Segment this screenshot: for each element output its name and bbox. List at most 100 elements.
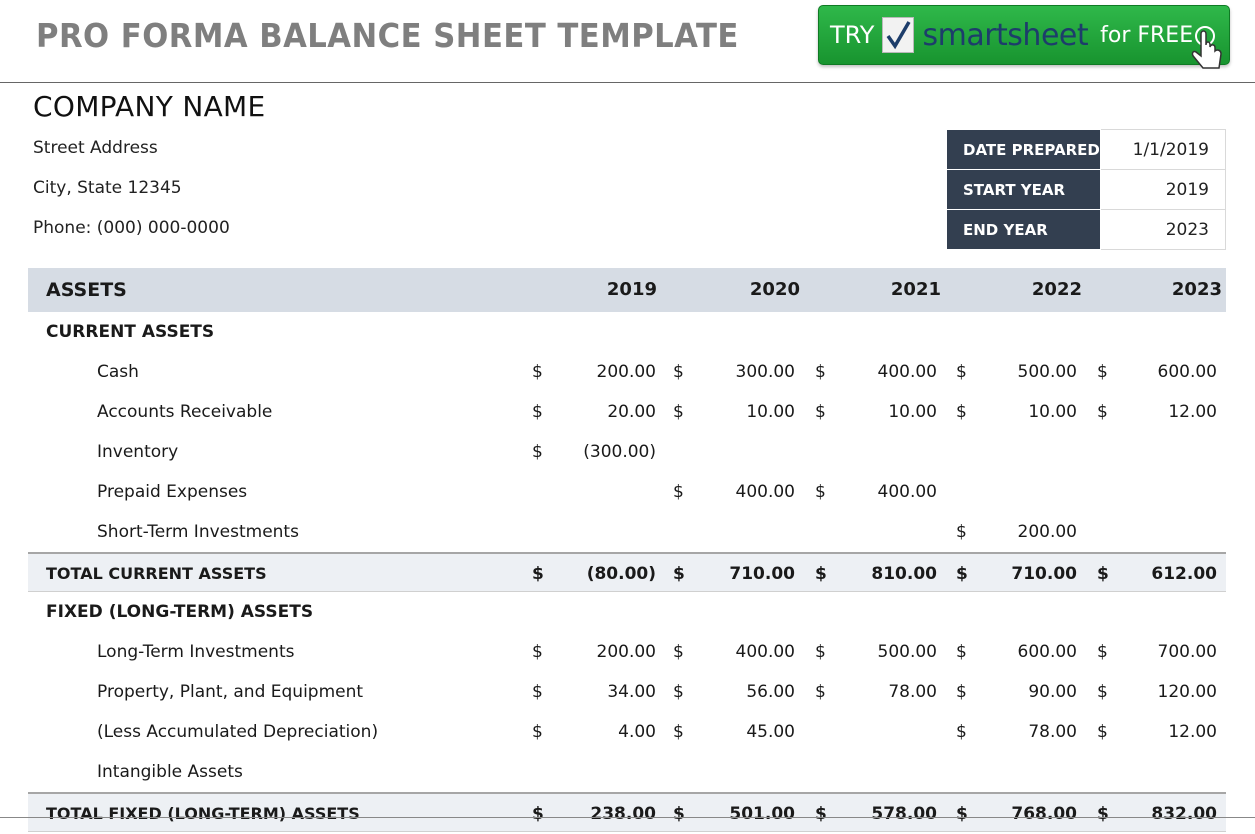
value-cell[interactable]: (80.00) <box>586 564 656 584</box>
checkmark-icon <box>882 17 915 53</box>
phone-number: Phone: (000) 000-0000 <box>33 218 230 238</box>
info-table: DATE PREPARED 1/1/2019 START YEAR 2019 E… <box>946 129 1227 250</box>
date-prepared-value[interactable]: 1/1/2019 <box>1099 129 1227 170</box>
currency-symbol: $ <box>673 682 684 702</box>
currency-symbol: $ <box>956 402 967 422</box>
assets-header-row: ASSETS 2019 2020 2021 2022 2023 <box>28 268 1226 312</box>
currency-symbol: $ <box>956 722 967 742</box>
currency-symbol: $ <box>956 682 967 702</box>
currency-symbol: $ <box>956 564 968 584</box>
currency-symbol: $ <box>673 804 685 824</box>
value-cell[interactable]: 501.00 <box>729 804 795 824</box>
line-item-row: Inventory $ (300.00) <box>28 432 1226 472</box>
currency-symbol: $ <box>1097 682 1108 702</box>
line-item-row: Prepaid Expenses $400.00 $400.00 <box>28 472 1226 512</box>
value-cell[interactable]: 200.00 <box>1017 522 1077 542</box>
value-cell[interactable]: 600.00 <box>1157 362 1217 382</box>
row-label: Property, Plant, and Equipment <box>97 682 364 702</box>
value-cell[interactable]: 78.00 <box>1028 722 1077 742</box>
value-cell[interactable]: 10.00 <box>746 402 795 422</box>
line-item-row: Short-Term Investments $200.00 <box>28 512 1226 552</box>
date-prepared-label: DATE PREPARED <box>946 129 1101 170</box>
currency-symbol: $ <box>956 522 967 542</box>
line-item-row: Cash $200.00 $300.00 $400.00 $500.00 $600.00 <box>28 352 1226 392</box>
row-label: Short-Term Investments <box>97 522 299 542</box>
value-cell[interactable]: 810.00 <box>871 564 937 584</box>
value-cell[interactable]: 238.00 <box>590 804 656 824</box>
currency-symbol: $ <box>673 642 684 662</box>
value-cell[interactable]: 20.00 <box>607 402 656 422</box>
currency-symbol: $ <box>673 564 685 584</box>
value-cell[interactable]: 120.00 <box>1157 682 1217 702</box>
page-title: PRO FORMA BALANCE SHEET TEMPLATE <box>36 16 739 55</box>
currency-symbol: $ <box>673 402 684 422</box>
street-address: Street Address <box>33 138 158 158</box>
currency-symbol: $ <box>673 482 684 502</box>
line-item-row: (Less Accumulated Depreciation) $4.00 $45.… <box>28 712 1226 752</box>
year-header-2: 2021 <box>890 279 941 300</box>
value-cell[interactable]: 710.00 <box>1011 564 1077 584</box>
currency-symbol: $ <box>673 722 684 742</box>
value-cell[interactable]: 600.00 <box>1017 642 1077 662</box>
currency-symbol: $ <box>1097 804 1109 824</box>
value-cell[interactable]: 710.00 <box>729 564 795 584</box>
value-cell[interactable]: 578.00 <box>871 804 937 824</box>
currency-symbol: $ <box>532 442 543 462</box>
line-item-row: Accounts Receivable $20.00 $10.00 $10.00 $10… <box>28 392 1226 432</box>
value-cell[interactable]: 832.00 <box>1151 804 1217 824</box>
row-label: TOTAL FIXED (LONG-TERM) ASSETS <box>46 804 360 823</box>
row-label: CURRENT ASSETS <box>46 322 215 342</box>
row-label: Cash <box>97 362 139 382</box>
section-row: CURRENT ASSETS <box>28 312 1226 352</box>
value-cell[interactable]: 200.00 <box>596 642 656 662</box>
currency-symbol: $ <box>956 804 968 824</box>
currency-symbol: $ <box>956 642 967 662</box>
value-cell[interactable]: 4.00 <box>618 722 656 742</box>
section-row: FIXED (LONG-TERM) ASSETS <box>28 592 1226 632</box>
value-cell[interactable]: 500.00 <box>1017 362 1077 382</box>
value-cell[interactable]: 700.00 <box>1157 642 1217 662</box>
currency-symbol: $ <box>532 682 543 702</box>
balance-sheet: ASSETS 2019 2020 2021 2022 2023 CURRENT ASSE… <box>28 268 1226 832</box>
header-divider <box>0 82 1255 83</box>
value-cell[interactable]: 300.00 <box>735 362 795 382</box>
value-cell[interactable]: 400.00 <box>877 362 937 382</box>
currency-symbol: $ <box>956 362 967 382</box>
currency-symbol: $ <box>532 642 543 662</box>
value-cell[interactable]: 768.00 <box>1011 804 1077 824</box>
line-item-row: Intangible Assets <box>28 752 1226 792</box>
currency-symbol: $ <box>815 682 826 702</box>
currency-symbol: $ <box>815 362 826 382</box>
value-cell[interactable]: 10.00 <box>1028 402 1077 422</box>
currency-symbol: $ <box>1097 564 1109 584</box>
currency-symbol: $ <box>673 362 684 382</box>
banner-brand-text: smartsheet <box>922 17 1089 53</box>
banner-try-text: TRY <box>830 21 875 49</box>
value-cell[interactable]: 400.00 <box>735 642 795 662</box>
start-year-value[interactable]: 2019 <box>1099 169 1227 210</box>
value-cell[interactable]: 34.00 <box>607 682 656 702</box>
value-cell[interactable]: 500.00 <box>877 642 937 662</box>
value-cell[interactable]: 56.00 <box>746 682 795 702</box>
value-cell[interactable]: 400.00 <box>877 482 937 502</box>
year-header-3: 2022 <box>1031 279 1082 300</box>
value-cell[interactable]: 200.00 <box>596 362 656 382</box>
row-label: FIXED (LONG-TERM) ASSETS <box>46 602 314 622</box>
value-cell[interactable]: 90.00 <box>1028 682 1077 702</box>
value-cell[interactable]: 612.00 <box>1151 564 1217 584</box>
total-row: TOTAL CURRENT ASSETS $ (80.00) $710.00 $810.… <box>28 552 1226 592</box>
value-cell[interactable]: 10.00 <box>888 402 937 422</box>
end-year-value[interactable]: 2023 <box>1099 209 1227 250</box>
value-cell[interactable]: 12.00 <box>1168 722 1217 742</box>
city-state: City, State 12345 <box>33 178 182 198</box>
value-cell[interactable]: 400.00 <box>735 482 795 502</box>
value-cell[interactable]: 12.00 <box>1168 402 1217 422</box>
line-item-row: Long-Term Investments $200.00 $400.00 $500.… <box>28 632 1226 672</box>
value-cell[interactable]: 45.00 <box>746 722 795 742</box>
try-smartsheet-banner[interactable]: TRY smartsheet for FREE <box>818 5 1230 69</box>
line-item-row: Property, Plant, and Equipment $34.00 $56.… <box>28 672 1226 712</box>
currency-symbol: $ <box>532 804 544 824</box>
start-year-label: START YEAR <box>946 169 1101 210</box>
value-cell[interactable]: 78.00 <box>888 682 937 702</box>
value-cell[interactable]: (300.00) <box>583 442 656 462</box>
